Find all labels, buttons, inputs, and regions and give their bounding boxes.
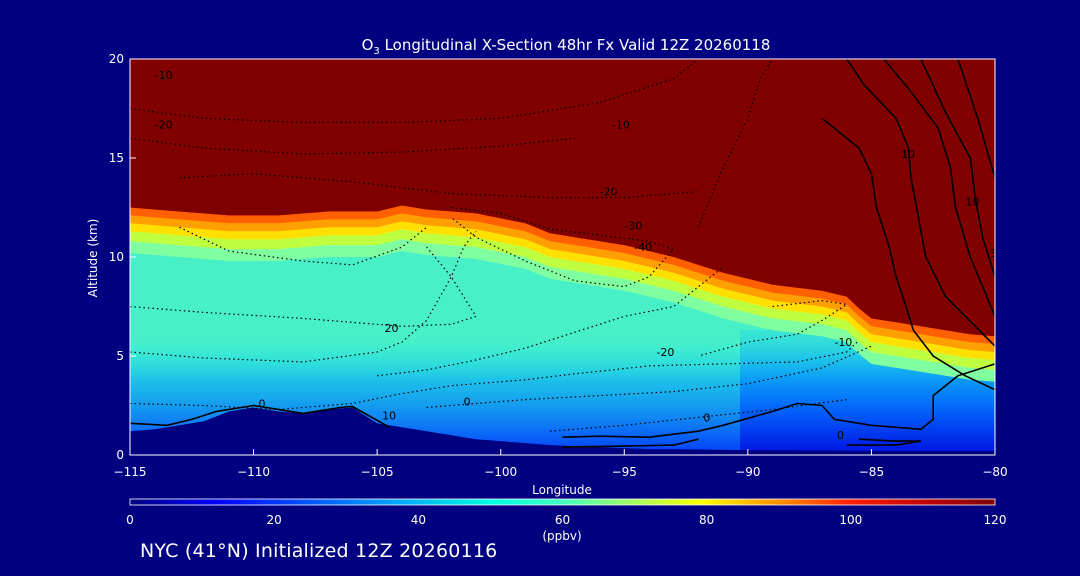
colorbar-tick-label: 100 — [839, 513, 862, 527]
footer-caption: NYC (41°N) Initialized 12Z 20260116 — [140, 540, 498, 562]
dotted-contour-label: 20 — [385, 322, 399, 335]
terrain-mask — [130, 407, 995, 455]
x-tick-label: −85 — [859, 465, 884, 479]
solid-contour-line — [846, 438, 922, 446]
dotted-contour-label: -40 — [634, 241, 652, 254]
colorbar-tick-label: 120 — [984, 513, 1007, 527]
dotted-contour-line — [130, 230, 477, 363]
dotted-contour-label: 0 — [703, 411, 710, 424]
y-tick-label: 15 — [109, 151, 124, 165]
dotted-contour-line — [550, 399, 847, 432]
y-tick-label: 20 — [109, 52, 124, 66]
dotted-contour-label: 0 — [837, 429, 844, 442]
dotted-contour-label: -10 — [834, 336, 852, 349]
x-tick-label: −115 — [114, 465, 147, 479]
dotted-contour-label: 0 — [259, 397, 266, 410]
solid-contour-line — [920, 59, 995, 278]
solid-contour-line — [821, 117, 995, 391]
dotted-contour-label: -10 — [155, 69, 173, 82]
colorbar-units-label: (ppbv) — [542, 529, 581, 543]
solid-contour-label: 10 — [965, 196, 979, 209]
stratosphere-field — [130, 59, 995, 337]
dotted-contour-label: -20 — [600, 186, 618, 199]
colorbar-tick-label: 80 — [699, 513, 714, 527]
x-tick-label: −110 — [237, 465, 270, 479]
solid-contours — [130, 59, 995, 448]
y-tick-label: 0 — [116, 448, 124, 462]
dotted-contour-line — [179, 226, 427, 266]
dotted-contour-label: 0 — [464, 396, 471, 409]
dotted-contour-label: -20 — [656, 346, 674, 359]
chart-title: O3 Longitudinal X-Section 48hr Fx Valid … — [362, 36, 771, 57]
dotted-contour-line — [377, 266, 724, 377]
dotted-contour-label: -30 — [624, 219, 642, 232]
x-tick-label: −95 — [612, 465, 637, 479]
solid-contour-line — [130, 404, 390, 428]
y-tick-label: 5 — [116, 349, 124, 363]
colorbar-tick-label: 40 — [411, 513, 426, 527]
colorbar-tick-label: 0 — [126, 513, 134, 527]
dotted-contour-label: -10 — [612, 118, 630, 131]
solid-contour-line — [846, 59, 995, 347]
colorbar-tick-label: 20 — [267, 513, 282, 527]
dotted-contour-line — [130, 246, 477, 327]
y-tick-label: 10 — [109, 250, 124, 264]
dotted-contour-label: -20 — [155, 118, 173, 131]
colorbar-tick-label: 60 — [555, 513, 570, 527]
dotted-contour-line — [130, 59, 699, 123]
dotted-contour-line — [698, 299, 849, 357]
solid-contour-line — [562, 363, 995, 439]
x-axis-label: Longitude — [532, 483, 592, 497]
dotted-contour-line — [179, 173, 699, 199]
solid-contour-line — [883, 59, 995, 317]
x-tick-label: −90 — [735, 465, 760, 479]
x-tick-label: −100 — [484, 465, 517, 479]
solid-contour-label: 30 — [990, 247, 1004, 260]
dotted-contours — [130, 59, 872, 432]
solid-contour-line — [562, 438, 699, 448]
x-tick-label: −105 — [361, 465, 394, 479]
dotted-contour-label: 10 — [382, 409, 396, 422]
solid-contour-label: 10 — [901, 148, 915, 161]
x-tick-label: −80 — [982, 465, 1007, 479]
solid-contour-line — [957, 59, 995, 179]
colorbar — [129, 498, 996, 506]
y-axis-label: Altitude (km) — [86, 219, 100, 298]
